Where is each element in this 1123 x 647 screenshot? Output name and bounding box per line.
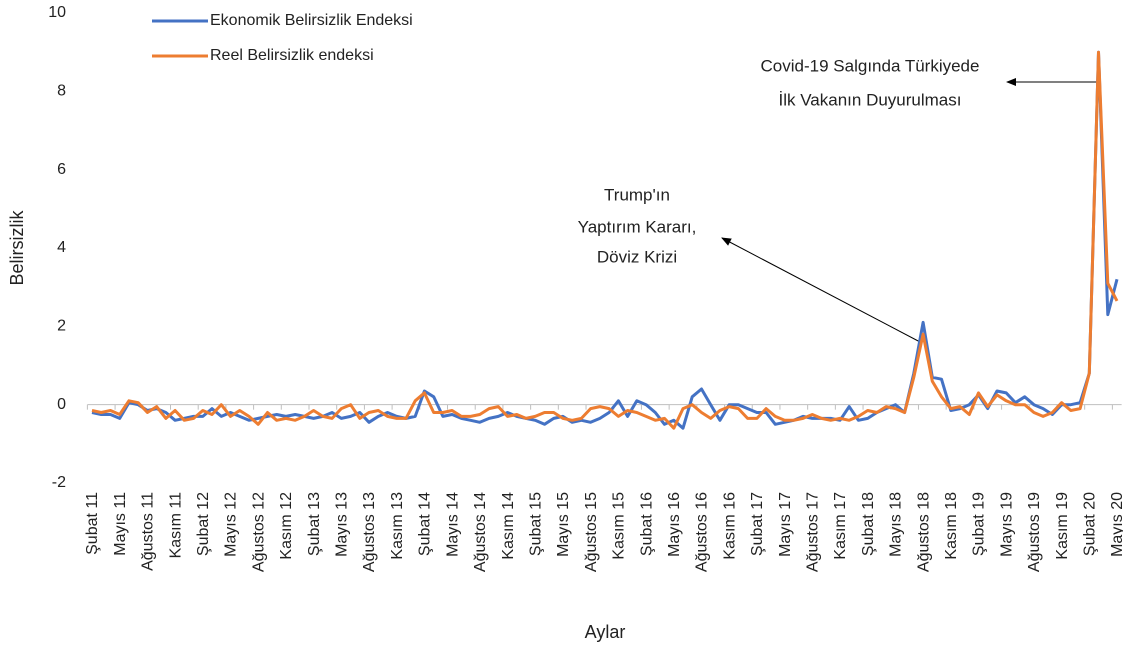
x-tick-label: Mayıs 18 [888, 492, 905, 557]
series-line [91, 50, 1119, 430]
x-tick-label: Şubat 20 [1082, 492, 1099, 556]
y-axis-title: Belirsizlik [7, 210, 27, 286]
x-tick-label: Ağustos 16 [694, 492, 711, 572]
x-tick-label: Şubat 13 [306, 492, 323, 556]
x-tick-label: Mayıs 12 [223, 492, 240, 557]
legend-label: Ekonomik Belirsizlik Endeksi [210, 12, 413, 29]
x-tick-label: Kasım 11 [167, 492, 184, 559]
x-tick-label: Ağustos 18 [915, 492, 932, 572]
x-tick-label: Kasım 19 [1054, 492, 1071, 560]
annotation: Döviz Krizi [597, 247, 677, 266]
x-tick-label: Kasım 14 [500, 492, 517, 560]
x-tick-label: Kasım 16 [721, 492, 738, 560]
x-tick-label: Mayıs 20 [1109, 492, 1123, 557]
x-tick-label: Mayıs 16 [666, 492, 683, 557]
y-tick-label: -2 [52, 474, 66, 491]
x-tick-label: Mayıs 15 [555, 492, 572, 557]
x-tick-label: Ağustos 15 [583, 492, 600, 572]
annotation-arrow [721, 237, 923, 344]
y-tick-label: 0 [57, 396, 66, 413]
x-tick-label: Şubat 15 [527, 492, 544, 556]
x-tick-label: Ağustos 13 [361, 492, 378, 572]
x-tick-label: Şubat 14 [417, 492, 434, 556]
x-tick-label: Şubat 18 [860, 492, 877, 556]
y-tick-label: 10 [48, 4, 66, 21]
x-axis-title: Aylar [585, 622, 626, 642]
x-tick-label: Kasım 18 [943, 492, 960, 560]
x-tick-label: Kasım 17 [832, 492, 849, 560]
x-tick-label: Ağustos 11 [140, 492, 157, 571]
x-tick-label: Şubat 12 [195, 492, 212, 556]
x-tick-label: Kasım 13 [389, 492, 406, 560]
x-tick-label: Ağustos 19 [1026, 492, 1043, 572]
series-line [91, 50, 1119, 430]
x-tick-label: Ağustos 14 [472, 492, 489, 572]
x-tick-label: Şubat 16 [638, 492, 655, 556]
x-tick-label: Mayıs 13 [334, 492, 351, 557]
y-tick-label: 6 [57, 161, 66, 178]
x-tick-label: Kasım 12 [278, 492, 295, 560]
annotation: Covid-19 Salgında Türkiyede [761, 56, 980, 75]
y-tick-label: 4 [57, 239, 66, 256]
x-tick-label: Şubat 19 [971, 492, 988, 556]
x-tick-label: Mayıs 19 [998, 492, 1015, 557]
annotation: Trump'ın [604, 185, 670, 204]
y-tick-label: 8 [57, 83, 66, 100]
x-tick-label: Kasım 15 [611, 492, 628, 560]
x-tick-label: Mayıs 14 [444, 492, 461, 557]
x-tick-label: Mayıs 17 [777, 492, 794, 557]
annotation: Yaptırım Kararı, [578, 217, 697, 236]
x-tick-label: Şubat 17 [749, 492, 766, 556]
x-tick-label: Mayıs 11 [112, 492, 129, 556]
annotation: İlk Vakanın Duyurulması [779, 90, 962, 109]
x-tick-label: Ağustos 17 [804, 492, 821, 572]
x-tick-label: Ağustos 12 [250, 492, 267, 572]
y-tick-label: 2 [57, 318, 66, 335]
legend-label: Reel Belirsizlik endeksi [210, 47, 374, 64]
x-tick-label: Şubat 11 [84, 492, 101, 555]
